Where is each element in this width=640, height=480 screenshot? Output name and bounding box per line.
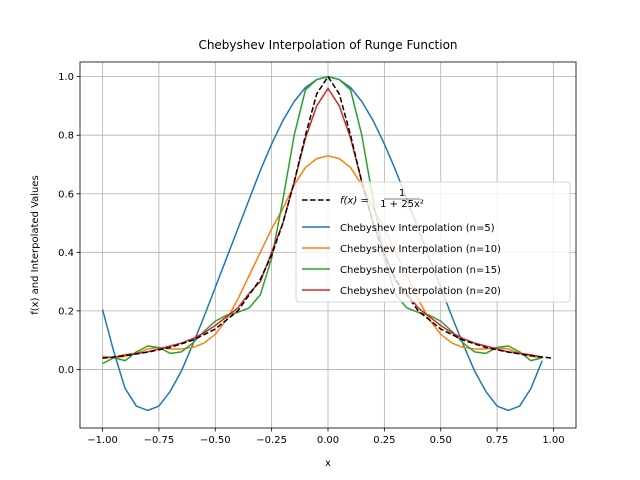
x-tick-label: 0.00 — [317, 435, 339, 446]
x-tick-label: −1.00 — [87, 435, 118, 446]
x-tick-label: −0.75 — [144, 435, 175, 446]
y-tick-label: 0.8 — [58, 131, 74, 142]
y-tick-label: 1.0 — [58, 72, 74, 83]
x-tick-label: 0.75 — [486, 435, 508, 446]
series-line-0 — [102, 75, 554, 360]
plot-area — [101, 75, 554, 412]
chart-title: Chebyshev Interpolation of Runge Functio… — [198, 38, 457, 52]
x-tick-label: 0.25 — [373, 435, 395, 446]
x-axis: −1.00 −0.75 −0.50 −0.25 0.00 0.25 0.50 0.75 1.00 — [87, 428, 565, 446]
y-tick-label: 0.6 — [58, 189, 74, 200]
x-tick-label: −0.25 — [256, 435, 287, 446]
legend-label-numerator: 1 — [399, 188, 405, 199]
y-tick-label: 0.4 — [58, 248, 74, 259]
legend-label-3: Chebyshev Interpolation (n=15) — [340, 265, 501, 276]
legend-label-main: f(x) = — [340, 196, 369, 207]
x-axis-label: x — [325, 458, 331, 469]
series-line-3 — [102, 75, 543, 365]
x-tick-label: −0.50 — [200, 435, 231, 446]
legend-label-4: Chebyshev Interpolation (n=20) — [340, 286, 501, 297]
legend-box — [295, 181, 571, 303]
y-tick-label: 0.2 — [58, 306, 74, 317]
legend: f(x) = 11 + 25x² Chebyshev Interpolation … — [295, 181, 571, 303]
legend-label-2: Chebyshev Interpolation (n=10) — [340, 244, 501, 255]
legend-label-1: Chebyshev Interpolation (n=5) — [340, 223, 495, 234]
x-tick-label: 1.00 — [542, 435, 564, 446]
legend-label-denominator: 1 + 25x² — [380, 199, 424, 210]
x-tick-label: 0.50 — [430, 435, 452, 446]
y-tick-label: 0.0 — [58, 365, 74, 376]
series-line-4 — [102, 87, 543, 359]
y-axis-label: f(x) and Interpolated Values — [30, 175, 41, 315]
y-axis: 0.0 0.2 0.4 0.6 0.8 1.0 — [58, 72, 80, 376]
